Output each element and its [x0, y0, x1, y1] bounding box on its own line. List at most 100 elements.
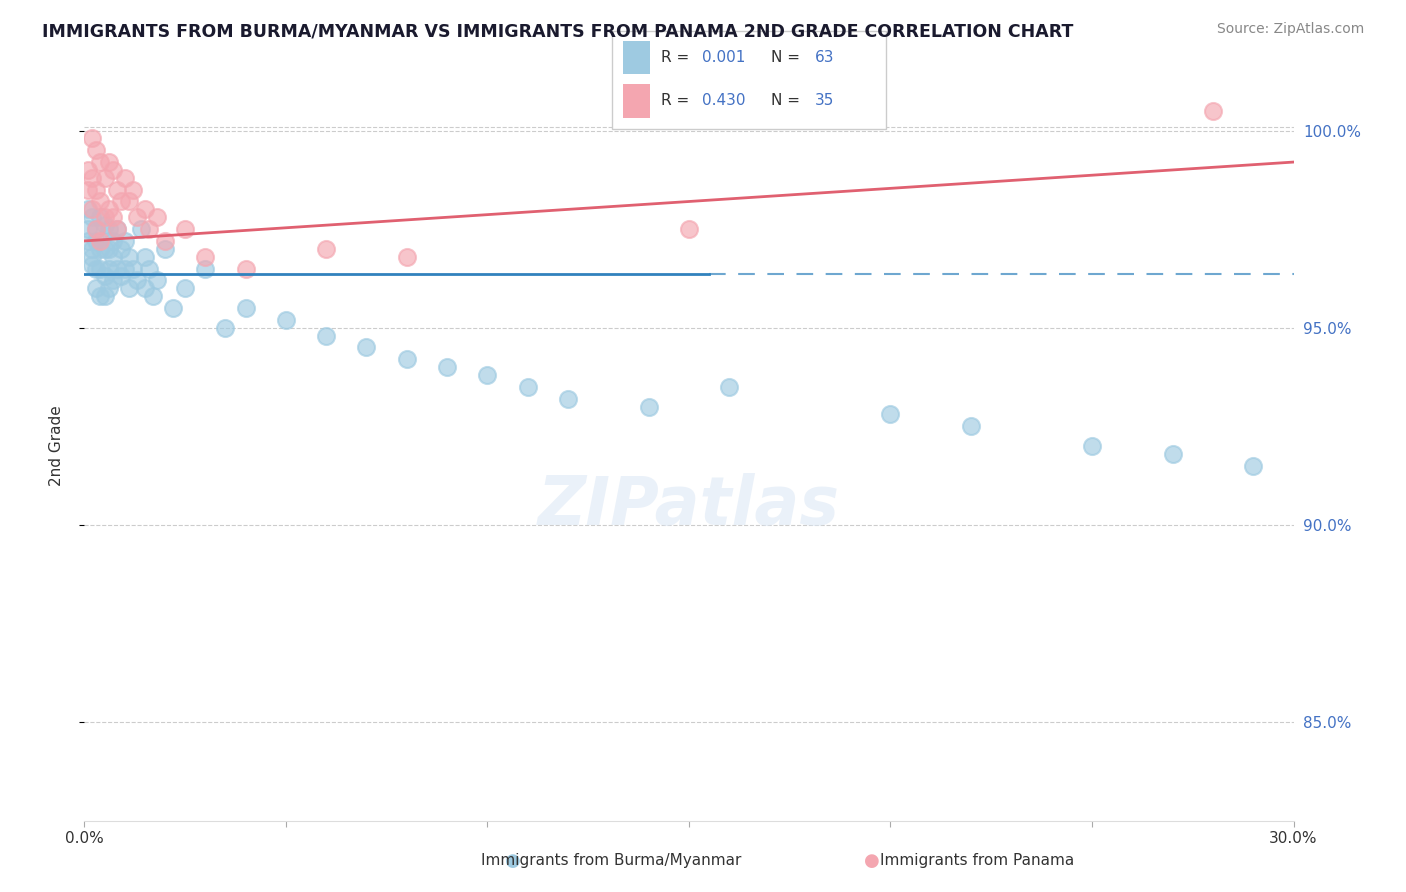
Point [114, 261, 136, 276]
Point [477, 368, 499, 382]
Point [97, 155, 120, 169]
Point [89, 289, 111, 303]
Point [89, 211, 111, 225]
Point [142, 289, 165, 303]
Point [82, 211, 104, 225]
Point [97, 281, 120, 295]
Point [125, 273, 148, 287]
Point [110, 269, 132, 284]
Point [315, 242, 337, 256]
Point [77, 202, 100, 217]
Text: 0.430: 0.430 [702, 94, 745, 109]
Point [718, 380, 741, 394]
Point [86, 234, 108, 248]
Point [138, 261, 160, 276]
Point [146, 273, 169, 287]
Point [101, 163, 124, 178]
Point [114, 234, 136, 248]
Text: R =: R = [661, 50, 695, 65]
Point [82, 250, 104, 264]
Point [1202, 103, 1225, 118]
Point [214, 320, 236, 334]
Point [86, 222, 108, 236]
Point [153, 234, 176, 248]
Point [235, 261, 257, 276]
Point [97, 242, 120, 256]
Point [101, 211, 124, 225]
Point [879, 408, 901, 422]
Point [105, 183, 128, 197]
Point [146, 211, 169, 225]
Point [121, 261, 143, 276]
Point [86, 143, 108, 157]
Point [86, 222, 108, 236]
Point [101, 250, 124, 264]
Point [125, 211, 148, 225]
Text: N =: N = [770, 94, 804, 109]
Point [114, 170, 136, 185]
Point [637, 400, 659, 414]
Point [118, 194, 141, 209]
Point [93, 289, 115, 303]
Point [436, 360, 458, 375]
Point [93, 211, 115, 225]
Point [77, 163, 100, 178]
Point [89, 155, 111, 169]
Text: 0.001: 0.001 [702, 50, 745, 65]
Text: Immigrants from Panama: Immigrants from Panama [880, 854, 1074, 868]
Point [93, 242, 115, 256]
Bar [623, 41, 650, 74]
Point [97, 222, 120, 236]
Text: R =: R = [661, 94, 695, 109]
Point [110, 242, 132, 256]
Point [516, 380, 538, 394]
Text: Immigrants from Burma/Myanmar: Immigrants from Burma/Myanmar [481, 854, 742, 868]
Point [121, 183, 143, 197]
Point [134, 250, 156, 264]
Point [101, 234, 124, 248]
Text: ●: ● [505, 852, 522, 870]
Point [110, 194, 132, 209]
Text: ZIPatlas: ZIPatlas [538, 473, 839, 539]
Point [82, 202, 104, 217]
Point [82, 258, 104, 272]
Point [174, 222, 197, 236]
Point [960, 419, 983, 434]
Point [77, 222, 100, 236]
Point [1161, 447, 1184, 461]
Point [315, 328, 337, 343]
Point [86, 261, 108, 276]
Point [162, 301, 184, 315]
Point [174, 281, 197, 295]
Point [105, 261, 128, 276]
Point [118, 250, 141, 264]
Text: ●: ● [863, 852, 880, 870]
Point [89, 194, 111, 209]
Point [678, 222, 700, 236]
Point [82, 131, 104, 145]
Text: 35: 35 [814, 94, 834, 109]
Point [93, 170, 115, 185]
Point [77, 183, 100, 197]
Point [97, 202, 120, 217]
Point [89, 261, 111, 276]
Point [153, 242, 176, 256]
Point [89, 234, 111, 248]
Point [129, 222, 152, 236]
Point [86, 183, 108, 197]
Point [118, 281, 141, 295]
Point [77, 234, 100, 248]
Point [235, 301, 257, 315]
Point [194, 250, 217, 264]
Point [82, 170, 104, 185]
Point [105, 222, 128, 236]
Point [89, 242, 111, 256]
Point [557, 392, 579, 406]
Point [105, 222, 128, 236]
Text: 63: 63 [814, 50, 834, 65]
Point [274, 313, 297, 327]
Y-axis label: 2nd Grade: 2nd Grade [49, 406, 63, 486]
Point [395, 250, 418, 264]
Point [134, 281, 156, 295]
Point [82, 242, 104, 256]
